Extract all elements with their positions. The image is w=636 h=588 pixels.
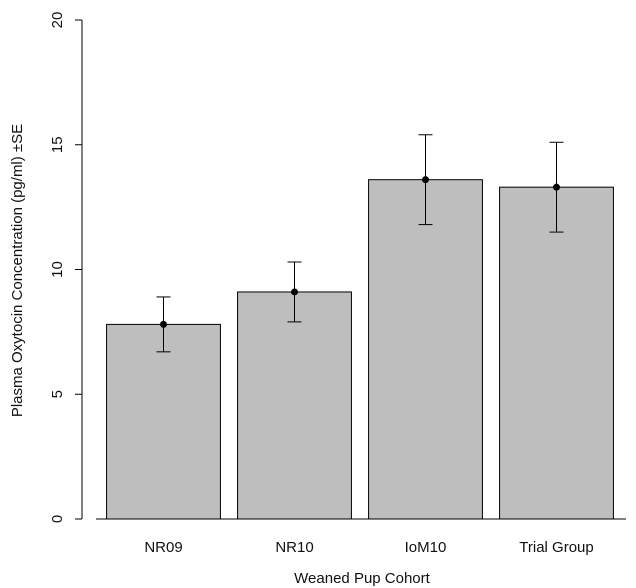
bar-trial-group — [499, 186, 614, 520]
y-tick-label: 15 — [49, 136, 66, 153]
x-tick-label: IoM10 — [405, 539, 447, 556]
x-axis-title: Weaned Pup Cohort — [294, 570, 430, 587]
bar-iom10 — [368, 179, 483, 520]
bars-layer — [106, 179, 614, 520]
x-tick-label: NR09 — [144, 539, 182, 556]
mean-point — [160, 320, 167, 328]
y-tick-label: 20 — [49, 12, 66, 29]
mean-point — [553, 183, 560, 191]
x-tick-label: Trial Group — [519, 539, 593, 556]
y-tick-label: 5 — [49, 390, 66, 398]
bar-nr09 — [106, 323, 221, 520]
y-tick-label: 10 — [49, 261, 66, 278]
error-bars-layer — [156, 134, 564, 353]
y-axis-title: Plasma Oxytocin Concentration (pg/ml) ±S… — [9, 124, 26, 417]
bar-nr10 — [237, 291, 352, 520]
axes-layer: NR09 NR10 IoM10 Trial Group 0 5 10 15 20 — [49, 12, 626, 556]
mean-point — [291, 288, 298, 296]
mean-point — [422, 176, 429, 184]
y-tick-label: 0 — [49, 515, 66, 523]
x-tick-label: NR10 — [275, 539, 313, 556]
